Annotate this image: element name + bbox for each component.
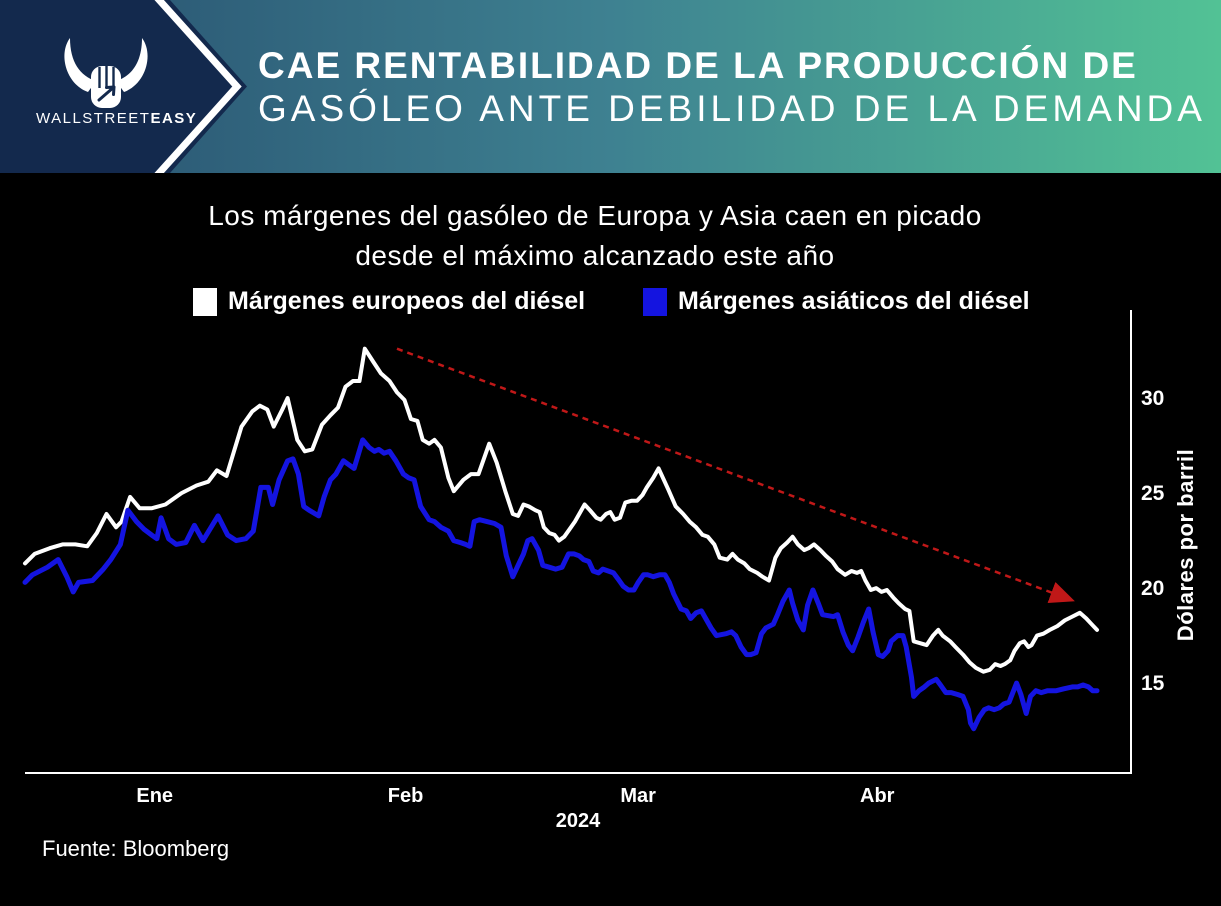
legend-label-europe: Márgenes europeos del diésel	[228, 287, 586, 315]
source-attribution: Fuente: Bloomberg	[42, 836, 230, 861]
asia-margin-line	[22, 437, 1100, 732]
legend-swatch-asia	[643, 287, 667, 316]
y-tick-label: 25	[1141, 482, 1165, 505]
header-banner: WALLSTREETEASY CAE RENTABILIDAD DE LA PR…	[0, 0, 1221, 173]
legend-item-europe: Márgenes europeos del diésel	[193, 287, 585, 316]
y-tick-label: 30	[1141, 387, 1165, 410]
logo-panel	[0, 0, 247, 173]
headline-line1: CAE RENTABILIDAD DE LA PRODUCCIÓN DE	[258, 45, 1138, 86]
y-tick-label: 15	[1141, 672, 1165, 695]
x-tick-label: Abr	[860, 785, 895, 807]
brand-wordmark-bold: EASY	[150, 110, 198, 127]
x-axis-year-label: 2024	[555, 810, 601, 832]
chevron-icon	[154, 0, 242, 173]
headline: CAE RENTABILIDAD DE LA PRODUCCIÓN DE GAS…	[258, 44, 1206, 130]
y-axis-title: Dólares por barril	[1173, 448, 1198, 642]
brand-wordmark-light: WALLSTREET	[36, 110, 151, 127]
bull-icon	[64, 38, 148, 108]
x-tick-label: Feb	[387, 785, 424, 807]
y-tick-label: 20	[1141, 577, 1165, 600]
chart-title-line2: desde el máximo alcanzado este año	[355, 240, 835, 271]
headline-line2: GASÓLEO ANTE DEBILIDAD DE LA DEMANDA	[258, 88, 1206, 129]
europe-margin-line	[23, 346, 1099, 674]
chart-title-line1: Los márgenes del gasóleo de Europa y Asi…	[208, 200, 982, 231]
x-tick-label: Ene	[136, 785, 174, 807]
x-tick-label: Mar	[620, 785, 656, 807]
brand-wordmark: WALLSTREETEASY	[36, 110, 196, 127]
legend-swatch-europe	[193, 287, 217, 316]
downtrend-arrow	[396, 347, 1075, 604]
legend-label-asia: Márgenes asiáticos del diésel	[678, 287, 1030, 315]
legend-item-asia: Márgenes asiáticos del diésel	[643, 287, 1030, 316]
legend: Márgenes europeos del diésel Márgenes as…	[0, 287, 1221, 319]
chart-title: Los márgenes del gasóleo de Europa y Asi…	[0, 196, 1190, 276]
